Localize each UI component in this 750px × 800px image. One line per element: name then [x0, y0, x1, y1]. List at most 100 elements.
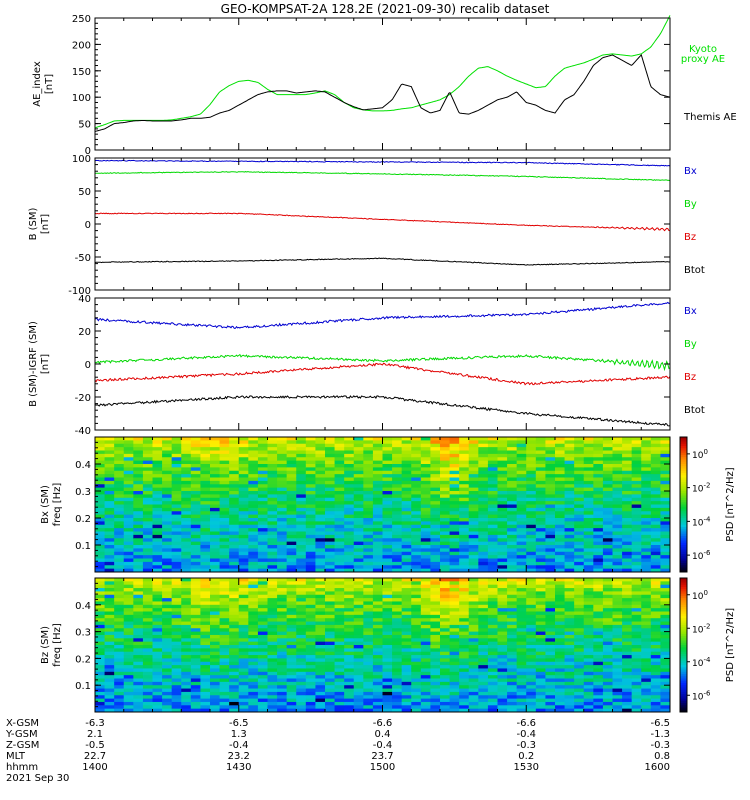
spectrogram-cell [602, 484, 613, 489]
spectrogram-cell [190, 474, 201, 479]
spectrogram-cell [248, 624, 259, 629]
spectrogram-cell [257, 618, 268, 623]
spectrogram-cell [238, 555, 249, 560]
spectrogram-cell [95, 675, 106, 679]
spectrogram-cell [248, 701, 259, 706]
spectrogram-cell [564, 437, 575, 441]
spectrogram-cell [152, 608, 163, 612]
spectrogram-cell [104, 494, 115, 499]
spectrogram-cell [171, 514, 182, 519]
spectrogram-cell [363, 691, 374, 696]
spectrogram-cell [382, 628, 393, 633]
spectrogram-cell [478, 504, 489, 509]
spectrogram-cell [526, 504, 537, 509]
spectrogram-cell [95, 524, 106, 529]
spectrogram-cell [516, 601, 527, 606]
spectrogram-cell [420, 604, 431, 609]
spectrogram-cell [181, 450, 192, 455]
spectrogram-cell [622, 464, 633, 468]
spectrogram-cell [507, 608, 518, 612]
spectrogram-cell [190, 514, 201, 519]
spectrogram-cell [401, 614, 412, 619]
spectrogram-cell [133, 460, 144, 465]
spectrogram-cell [468, 497, 479, 502]
spectrogram-cell [229, 497, 240, 502]
spectrogram-cell [411, 528, 422, 533]
spectrogram-cell [344, 541, 355, 546]
spectrogram-cell [516, 501, 527, 506]
spectrogram-cell [353, 504, 364, 509]
spectrogram-cell [95, 611, 106, 616]
spectrogram-cell [516, 621, 527, 626]
spectrogram-cell [583, 518, 594, 522]
spectrogram-cell [650, 453, 661, 458]
spectrogram-cell [238, 541, 249, 546]
spectrogram-cell [210, 504, 221, 509]
spectrogram-cell [248, 437, 259, 441]
spectrogram-cell [411, 658, 422, 663]
spectrogram-cell [507, 528, 518, 533]
spectrogram-cell [344, 598, 355, 602]
spectrogram-cell [497, 651, 508, 656]
spectrogram-cell [392, 621, 403, 626]
spectrogram-cell [200, 487, 211, 492]
spectrogram-cell [210, 588, 221, 592]
spectrogram-cell [344, 584, 355, 589]
spectrogram-cell [123, 548, 134, 553]
spectrogram-cell [612, 443, 623, 448]
spectrogram-cell [526, 661, 537, 666]
spectrogram-cell [123, 521, 134, 526]
spectrogram-cell [372, 484, 383, 489]
spectrogram-cell [363, 558, 374, 563]
spectrogram-cell [257, 565, 268, 570]
spectrogram-cell [142, 618, 153, 623]
spectrogram-cell [430, 658, 441, 663]
spectrogram-cell [372, 460, 383, 465]
spectrogram-cell [219, 534, 230, 539]
spectrogram-cell [286, 528, 297, 533]
spectrogram-cell [200, 545, 211, 549]
spectrogram-cell [353, 447, 364, 452]
spectrogram-cell [392, 601, 403, 606]
spectrogram-cell [487, 604, 498, 609]
spectrogram-cell [133, 538, 144, 543]
spectrogram-cell [392, 460, 403, 465]
spectrogram-cell [296, 608, 307, 612]
spectrogram-cell [305, 681, 316, 686]
spectrogram-cell [497, 668, 508, 673]
spectrogram-cell [114, 604, 125, 609]
spectrogram-cell [545, 678, 556, 683]
spectrogram-cell [545, 558, 556, 563]
spectrogram-cell [430, 691, 441, 696]
spectrogram-cell [487, 568, 498, 573]
spectrogram-cell [478, 695, 489, 700]
spectrogram-cell [392, 634, 403, 639]
spectrogram-cell [104, 477, 115, 482]
spectrogram-cell [363, 551, 374, 556]
spectrogram-cell [229, 551, 240, 556]
spectrogram-cell [593, 474, 604, 479]
spectrogram-cell [660, 501, 671, 506]
spectrogram-cell [564, 568, 575, 573]
spectrogram-cell [296, 443, 307, 448]
spectrogram-cell [631, 541, 642, 546]
spectrogram-cell [660, 518, 671, 522]
spectrogram-cell [545, 695, 556, 700]
spectrogram-cell [325, 467, 336, 472]
spectrogram-cell [478, 551, 489, 556]
spectrogram-cell [411, 541, 422, 546]
spectrogram-cell [296, 691, 307, 696]
spectrogram-cell [305, 464, 316, 468]
spectrogram-cell [344, 645, 355, 649]
spectrogram-cell [612, 528, 623, 533]
spectrogram-cell [583, 514, 594, 519]
spectrogram-cell [267, 624, 278, 629]
spectrogram-cell [459, 541, 470, 546]
spectrogram-cell [190, 671, 201, 676]
spectrogram-cell [238, 581, 249, 586]
spectrogram-cell [200, 558, 211, 563]
spectrogram-cell [583, 661, 594, 666]
spectrogram-cell [401, 474, 412, 479]
spectrogram-cell [162, 601, 173, 606]
spectrogram-cell [478, 581, 489, 586]
